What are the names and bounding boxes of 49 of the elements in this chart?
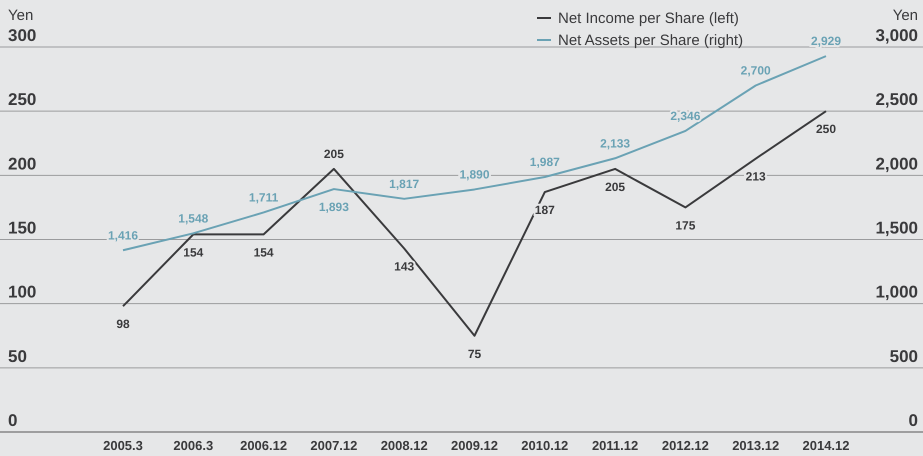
x-tick-label: 2008.12 [380,438,428,453]
data-label: 250 [816,122,836,136]
y2-tick-label: 1,500 [875,218,918,238]
data-label: 1,987 [530,155,560,169]
x-tick-label: 2010.12 [521,438,568,453]
data-label: 1,893 [318,200,350,214]
y2-tick-label: 2,000 [875,154,918,174]
x-tick-label: 2011.12 [592,438,638,453]
y2-tick-label: 2,500 [875,90,918,110]
data-label: 143 [394,259,415,274]
data-label: 98 [116,317,130,332]
x-tick-label: 2012.12 [662,438,709,453]
y-tick-label: 100 [8,282,36,302]
x-tick-label: 2006.3 [173,438,214,453]
y-tick-label: 200 [8,154,36,174]
x-tick-label: 2013.12 [732,438,780,453]
data-label: 75 [468,346,482,361]
y-tick-label: 0 [8,411,18,430]
data-label: 154 [183,245,204,260]
legend-label: Net Assets per Share (right) [558,32,744,49]
y-tick-label: 150 [8,218,36,238]
data-label: 1,548 [178,211,209,226]
data-label: 213 [746,170,766,184]
data-label: 1,817 [389,176,420,191]
y-tick-label: 250 [8,90,36,110]
y-axis-title: Yen [8,7,34,24]
legend-label: Net Income per Share (left) [558,10,739,27]
data-label: 2,929 [810,34,842,48]
y2-tick-label: 1,000 [875,282,918,302]
y-tick-label: 300 [8,26,36,45]
data-label: 205 [605,180,626,194]
data-label: 175 [675,218,696,232]
y2-axis-title: Yen [892,7,918,24]
x-tick-label: 2006.12 [240,438,288,453]
data-label: 2,346 [670,108,701,123]
y2-tick-label: 3,000 [875,26,918,45]
x-tick-label: 2007.12 [310,438,358,453]
data-label: 154 [254,245,274,260]
data-label: 1,711 [248,190,279,204]
y2-tick-label: 0 [908,411,918,430]
x-tick-label: 2014.12 [802,438,850,453]
y2-tick-label: 500 [890,346,918,366]
x-tick-label: 2005.3 [103,438,143,453]
data-label: 1,416 [108,228,138,242]
x-tick-label: 2009.12 [451,438,498,453]
data-label: 205 [324,146,344,161]
y-tick-label: 50 [8,346,27,366]
data-label: 2,700 [740,64,772,78]
data-label: 2,133 [600,136,630,150]
